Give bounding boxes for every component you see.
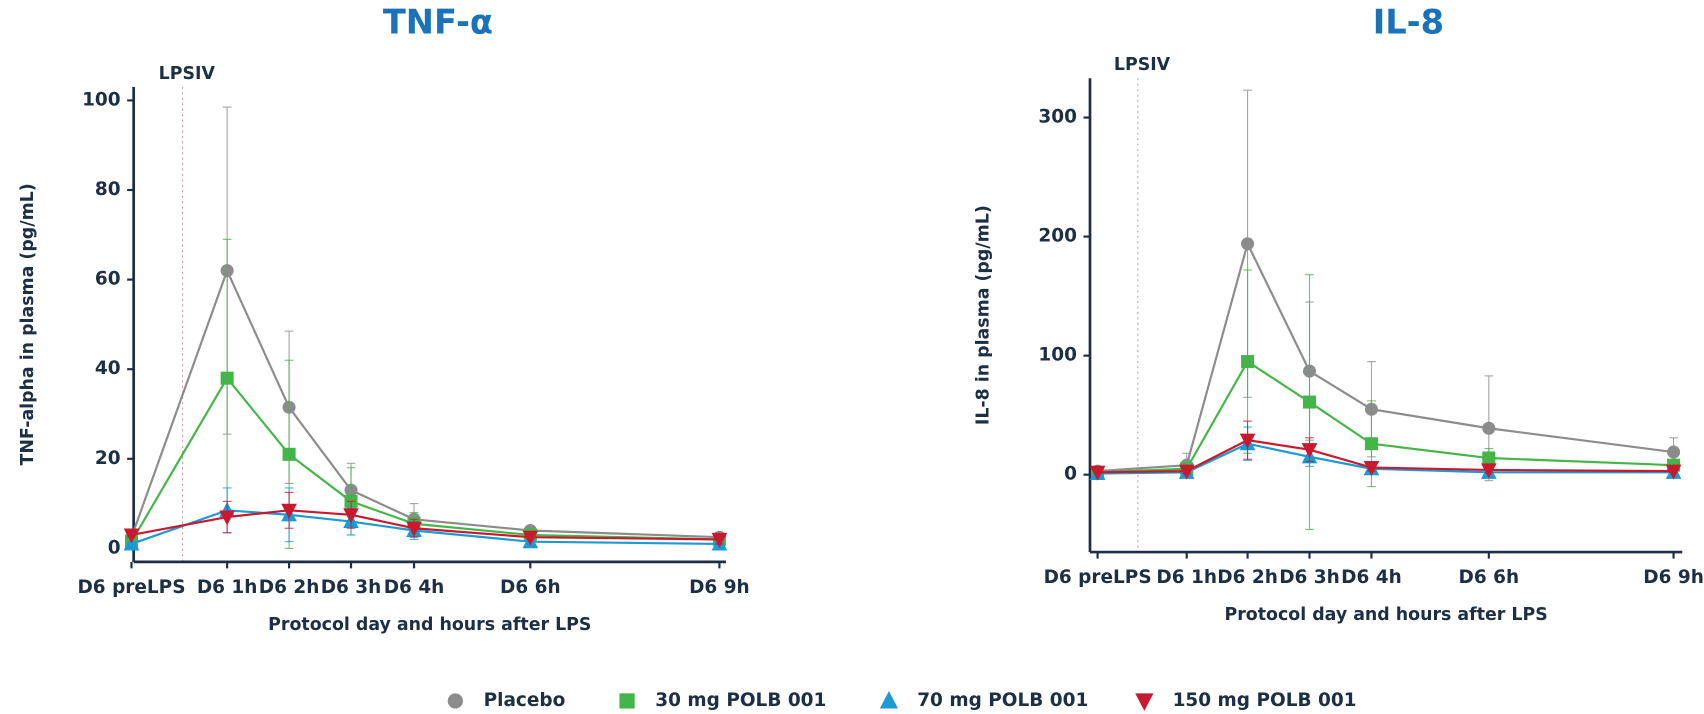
marker xyxy=(1239,433,1256,449)
y-tick-label: 100 xyxy=(1038,345,1077,366)
legend-item: 70 mg POLB 001 xyxy=(917,690,1088,711)
y-tick-label: 60 xyxy=(95,269,121,290)
marker xyxy=(447,693,463,709)
marker xyxy=(1178,464,1195,480)
y-tick-label: 300 xyxy=(1038,107,1077,128)
series-line xyxy=(130,267,720,539)
marker xyxy=(220,371,234,385)
x-tick-label: D6 1h xyxy=(197,577,258,598)
marker xyxy=(1241,355,1255,369)
x-axis-label: Protocol day and hours after LPS xyxy=(268,615,591,635)
series-line xyxy=(1097,240,1674,473)
y-tick-label: 0 xyxy=(1064,464,1077,485)
x-tick-label: D6 3h xyxy=(1279,567,1340,588)
y-tick-label: 100 xyxy=(82,89,121,110)
x-tick-label: D6 3h xyxy=(321,577,382,598)
legend-label: 150 mg POLB 001 xyxy=(1173,690,1357,711)
marker xyxy=(1482,421,1496,435)
marker xyxy=(1665,464,1682,480)
legend-label: 30 mg POLB 001 xyxy=(655,690,826,711)
marker xyxy=(619,693,635,709)
chart-title: TNF-α xyxy=(383,2,493,41)
y-tick-label: 0 xyxy=(108,537,121,558)
marker xyxy=(1241,237,1255,251)
y-tick-label: 40 xyxy=(95,358,121,379)
legend-item: 150 mg POLB 001 xyxy=(1173,690,1357,711)
marker xyxy=(343,508,359,524)
chart-title: IL-8 xyxy=(1373,2,1444,41)
y-tick-label: 80 xyxy=(95,179,121,200)
marker xyxy=(219,510,235,526)
x-tick-label: D6 preLPS xyxy=(1044,567,1152,588)
marker xyxy=(281,503,297,519)
marker xyxy=(711,532,728,548)
x-tick-label: D6 2h xyxy=(1217,567,1278,588)
marker xyxy=(282,447,296,461)
x-tick-label: D6 6h xyxy=(1459,567,1520,588)
series-line xyxy=(1097,360,1674,474)
y-tick-label: 200 xyxy=(1038,226,1077,247)
marker xyxy=(879,691,899,709)
marker xyxy=(1363,461,1380,477)
annotation: LPSIV xyxy=(159,64,216,84)
y-axis-label: IL-8 in plasma (pg/mL) xyxy=(973,205,993,425)
marker xyxy=(1667,445,1681,459)
marker xyxy=(406,521,422,537)
series-line xyxy=(130,376,720,543)
x-tick-label: D6 9h xyxy=(1643,567,1704,588)
x-tick-label: D6 4h xyxy=(384,577,445,598)
marker xyxy=(1482,451,1496,465)
marker xyxy=(1302,395,1317,409)
y-tick-label: 20 xyxy=(95,448,121,469)
marker xyxy=(1089,465,1106,481)
x-axis-label: Protocol day and hours after LPS xyxy=(1224,605,1547,625)
legend-item: Placebo xyxy=(484,690,566,711)
marker xyxy=(1301,443,1318,459)
x-tick-label: D6 9h xyxy=(689,577,750,598)
marker xyxy=(522,530,539,546)
x-tick-label: D6 preLPS xyxy=(77,577,185,598)
legend-label: 70 mg POLB 001 xyxy=(917,690,1088,711)
marker xyxy=(1481,463,1497,479)
marker xyxy=(123,528,140,544)
x-tick-label: D6 1h xyxy=(1156,567,1217,588)
legend-label: Placebo xyxy=(484,690,566,711)
x-tick-label: D6 2h xyxy=(259,577,320,598)
annotation: LPSIV xyxy=(1114,55,1171,75)
marker xyxy=(1135,693,1154,711)
marker xyxy=(1364,437,1378,451)
x-tick-label: D6 6h xyxy=(500,577,561,598)
x-tick-label: D6 4h xyxy=(1341,567,1402,588)
y-axis-label: TNF-alpha in plasma (pg/mL) xyxy=(18,183,38,465)
legend-item: 30 mg POLB 001 xyxy=(655,690,826,711)
